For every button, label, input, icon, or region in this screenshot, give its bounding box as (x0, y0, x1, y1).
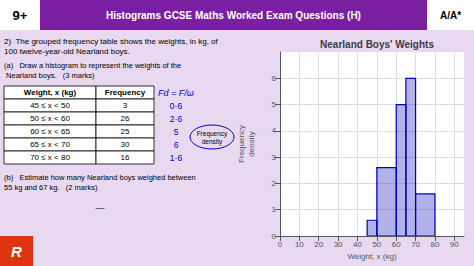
svg-text:20: 20 (314, 240, 323, 249)
svg-text:60 ≤ x < 65: 60 ≤ x < 65 (30, 127, 70, 136)
svg-text:Nearland boys. (3 marks): Nearland boys. (3 marks) (4, 71, 95, 80)
svg-text:density: density (202, 138, 223, 146)
svg-text:(a) Draw a histogram to repr: (a) Draw a histogram to represent the we… (4, 61, 181, 70)
svg-text:5: 5 (174, 127, 179, 137)
svg-text:A/A*: A/A* (440, 10, 461, 21)
svg-text:45 ≤ x < 50: 45 ≤ x < 50 (30, 101, 70, 110)
svg-text:0: 0 (278, 240, 283, 249)
svg-text:—: — (96, 203, 105, 213)
svg-text:Nearland Boys' Weights: Nearland Boys' Weights (320, 39, 434, 50)
svg-text:25: 25 (121, 127, 130, 136)
svg-text:Weight, x (kg): Weight, x (kg) (24, 88, 77, 97)
svg-text:65 ≤ x < 70: 65 ≤ x < 70 (30, 140, 70, 149)
svg-text:2) The grouped frequency tabl: 2) The grouped frequency table shows the… (4, 37, 220, 46)
svg-text:6: 6 (174, 140, 179, 150)
svg-text:3: 3 (272, 153, 277, 162)
svg-text:70: 70 (411, 240, 420, 249)
svg-text:0: 0 (272, 232, 277, 241)
svg-text:26: 26 (121, 114, 130, 123)
svg-text:1: 1 (272, 205, 277, 214)
svg-text:9+: 9+ (13, 8, 28, 23)
svg-text:30: 30 (334, 240, 343, 249)
svg-text:0·6: 0·6 (170, 101, 183, 111)
svg-text:40: 40 (353, 240, 362, 249)
svg-text:Frequency: Frequency (197, 130, 228, 138)
svg-text:70 ≤ x < 80: 70 ≤ x < 80 (30, 153, 70, 162)
svg-text:6: 6 (272, 74, 277, 83)
svg-text:1·6: 1·6 (170, 153, 183, 163)
svg-text:55 kg and 67 kg. (2 marks): 55 kg and 67 kg. (2 marks) (4, 183, 98, 192)
svg-text:16: 16 (121, 153, 130, 162)
svg-text:Frequency: Frequency (105, 88, 146, 97)
svg-text:R: R (11, 243, 22, 260)
svg-text:50 ≤ x < 60: 50 ≤ x < 60 (30, 114, 70, 123)
svg-text:Weight, x (kg): Weight, x (kg) (347, 252, 397, 261)
svg-text:80: 80 (430, 240, 439, 249)
svg-text:Fd = F/ω: Fd = F/ω (158, 88, 194, 98)
svg-text:30: 30 (121, 140, 130, 149)
svg-text:50: 50 (372, 240, 381, 249)
svg-text:10: 10 (295, 240, 304, 249)
svg-text:4: 4 (272, 126, 277, 135)
svg-text:(b) Estimate how many Nearla: (b) Estimate how many Nearland boys weig… (4, 173, 198, 182)
svg-text:100 twelve-year-old Nearland b: 100 twelve-year-old Nearland boys. (4, 47, 130, 56)
svg-text:Frequency: Frequency (237, 125, 246, 163)
svg-text:3: 3 (123, 101, 128, 110)
svg-text:Histograms GCSE Maths Worked E: Histograms GCSE Maths Worked Exam Questi… (106, 10, 361, 21)
svg-text:density: density (247, 131, 256, 156)
svg-text:60: 60 (392, 240, 401, 249)
svg-text:2: 2 (272, 179, 277, 188)
svg-text:90: 90 (450, 240, 459, 249)
svg-text:5: 5 (272, 100, 277, 109)
svg-text:2·6: 2·6 (170, 114, 183, 124)
